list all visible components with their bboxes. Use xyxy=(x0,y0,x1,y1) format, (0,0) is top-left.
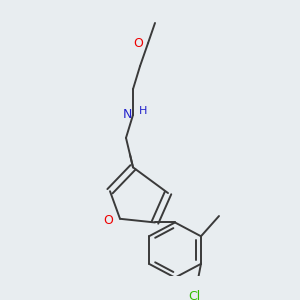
Text: N: N xyxy=(122,108,132,122)
Text: O: O xyxy=(133,37,143,50)
Text: Cl: Cl xyxy=(188,290,200,300)
Text: H: H xyxy=(139,106,147,116)
Text: O: O xyxy=(103,214,113,227)
